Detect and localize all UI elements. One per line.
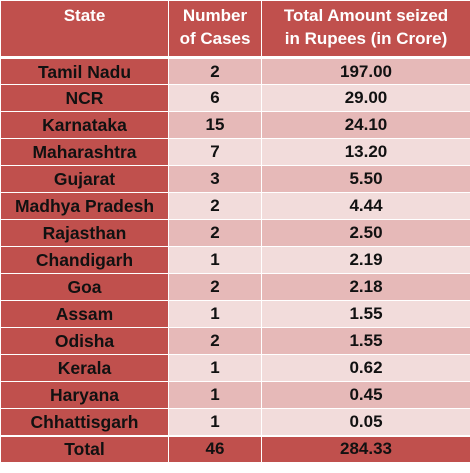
state-cell: Haryana	[0, 381, 169, 409]
amount-cell: 24.10	[261, 111, 470, 139]
header-total-amount: Total Amount seized in Rupees (in Crore)	[261, 0, 470, 59]
header-number-of-cases: Number of Cases	[168, 0, 262, 59]
amount-cell: 29.00	[261, 84, 470, 112]
cases-cell: 2	[168, 219, 262, 247]
state-cell: NCR	[0, 84, 169, 112]
cases-cell: 1	[168, 354, 262, 382]
table-row: Madhya Pradesh 2 4.44	[0, 192, 470, 220]
cases-cell: 2	[168, 192, 262, 220]
amount-cell: 2.19	[261, 246, 470, 274]
amount-cell: 2.50	[261, 219, 470, 247]
table-row: Tamil Nadu 2 197.00	[0, 57, 470, 85]
state-cell: Tamil Nadu	[0, 57, 169, 85]
amount-cell: 1.55	[261, 300, 470, 328]
table-row: Karnataka 15 24.10	[0, 111, 470, 139]
amount-cell: 1.55	[261, 327, 470, 355]
cases-cell: 7	[168, 138, 262, 166]
state-cell: Chandigarh	[0, 246, 169, 274]
header-amount-line2: in Rupees (in Crore)	[284, 29, 448, 48]
state-cell: Rajasthan	[0, 219, 169, 247]
state-cell: Odisha	[0, 327, 169, 355]
table-row: Chhattisgarh 1 0.05	[0, 408, 470, 436]
header-cases-line2: of Cases	[179, 29, 251, 48]
state-cell: Gujarat	[0, 165, 169, 193]
cases-cell: 1	[168, 381, 262, 409]
amount-cell: 0.62	[261, 354, 470, 382]
state-cell: Goa	[0, 273, 169, 301]
header-state: State	[0, 0, 169, 59]
cases-cell: 2	[168, 327, 262, 355]
table-row: Haryana 1 0.45	[0, 381, 470, 409]
table-row: Gujarat 3 5.50	[0, 165, 470, 193]
state-cell: Madhya Pradesh	[0, 192, 169, 220]
table-row: Assam 1 1.55	[0, 300, 470, 328]
state-cell: Maharashtra	[0, 138, 169, 166]
amount-cell: 4.44	[261, 192, 470, 220]
table-row: Chandigarh 1 2.19	[0, 246, 470, 274]
table-row: Odisha 2 1.55	[0, 327, 470, 355]
table-header: State Number of Cases Total Amount seize…	[0, 0, 470, 59]
cases-cell: 1	[168, 246, 262, 274]
table-row: Goa 2 2.18	[0, 273, 470, 301]
table-row: Maharashtra 7 13.20	[0, 138, 470, 166]
amount-cell: 13.20	[261, 138, 470, 166]
amount-cell: 197.00	[261, 57, 470, 85]
total-cases: 46	[168, 434, 262, 463]
cases-cell: 6	[168, 84, 262, 112]
cases-cell: 1	[168, 408, 262, 436]
table-row: Rajasthan 2 2.50	[0, 219, 470, 247]
total-row: Total 46 284.33	[0, 434, 470, 463]
cases-cell: 15	[168, 111, 262, 139]
header-row: State Number of Cases Total Amount seize…	[0, 0, 470, 59]
state-cell: Kerala	[0, 354, 169, 382]
table-body: Tamil Nadu 2 197.00 NCR 6 29.00 Karnatak…	[0, 57, 470, 463]
cash-seizure-table: State Number of Cases Total Amount seize…	[0, 0, 470, 463]
state-cell: Chhattisgarh	[0, 408, 169, 436]
amount-cell: 0.05	[261, 408, 470, 436]
total-label: Total	[0, 434, 169, 463]
total-amount: 284.33	[261, 434, 470, 463]
table-row: NCR 6 29.00	[0, 84, 470, 112]
cases-cell: 2	[168, 273, 262, 301]
amount-cell: 2.18	[261, 273, 470, 301]
amount-cell: 0.45	[261, 381, 470, 409]
amount-cell: 5.50	[261, 165, 470, 193]
table-row: Kerala 1 0.62	[0, 354, 470, 382]
cases-cell: 3	[168, 165, 262, 193]
state-cell: Assam	[0, 300, 169, 328]
cases-cell: 2	[168, 57, 262, 85]
cases-cell: 1	[168, 300, 262, 328]
state-cell: Karnataka	[0, 111, 169, 139]
header-state-label: State	[63, 6, 106, 25]
header-cases-line1: Number	[182, 6, 248, 25]
header-amount-line1: Total Amount seized	[283, 6, 449, 25]
